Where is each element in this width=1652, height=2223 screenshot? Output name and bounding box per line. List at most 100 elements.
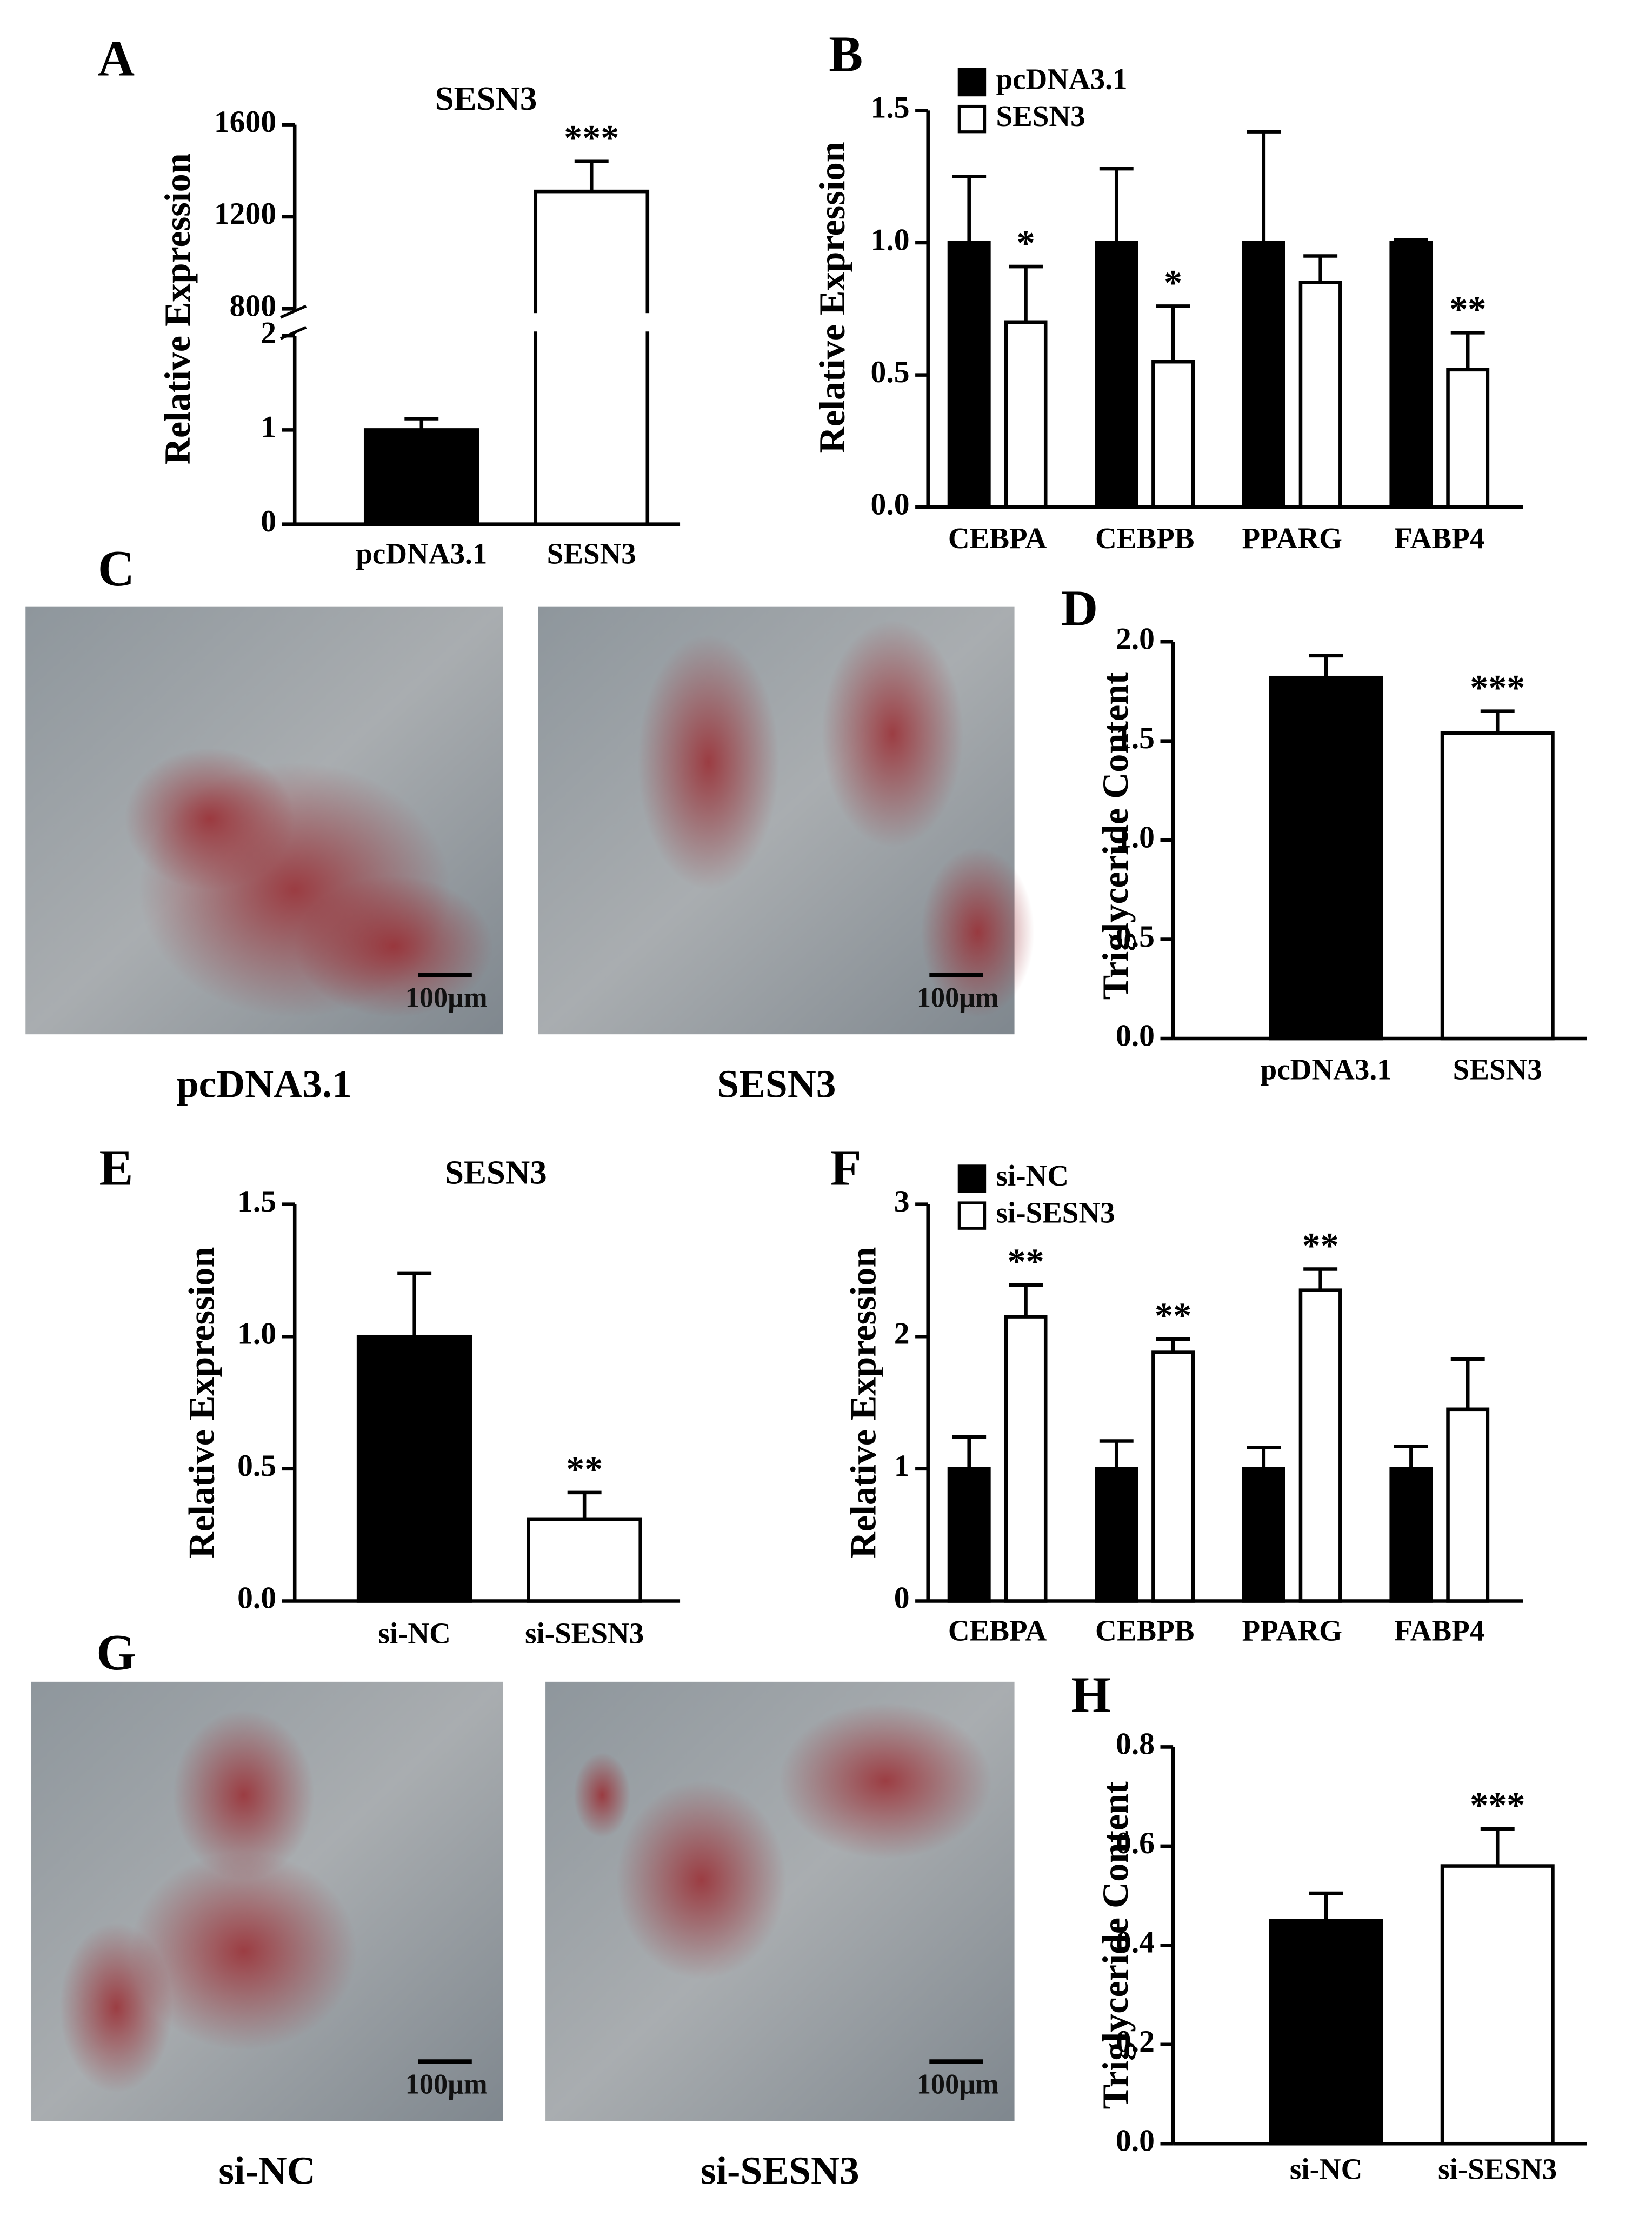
y-tick-label: 1: [261, 410, 276, 444]
panel-label: F: [830, 1140, 862, 1196]
error-bar: [1480, 709, 1515, 733]
error-bar: [1247, 130, 1281, 243]
y-axis-label: Relative Expression: [157, 153, 198, 464]
error-bar: [1303, 254, 1338, 283]
y-axis-label: Relative Expression: [811, 142, 852, 453]
stained-region: [124, 748, 295, 890]
bar: [1446, 1407, 1490, 1603]
error-bar: [1309, 654, 1343, 678]
bar: [1440, 1864, 1555, 2146]
error-bar: [1450, 1357, 1485, 1409]
y-tick-label: 1.0: [237, 1317, 276, 1351]
bar: [947, 241, 991, 509]
y-tick-label: 0: [894, 1581, 910, 1615]
bar: [356, 1334, 472, 1603]
panel-label: A: [98, 31, 135, 87]
legend-label: si-SESN3: [996, 1196, 1115, 1229]
significance: **: [1155, 1295, 1191, 1336]
y-tick-label: 0.6: [1116, 1826, 1155, 1860]
significance: ***: [564, 117, 619, 158]
y-tick-label: 1200: [214, 197, 276, 231]
significance: ***: [1470, 1785, 1525, 1826]
error-bar: [574, 159, 609, 192]
y-tick-label: 1.5: [871, 91, 910, 125]
stained-region: [779, 1703, 992, 1859]
error-bar: [1156, 304, 1190, 362]
x-tick-label: pcDNA3.1: [1261, 1053, 1392, 1086]
error-bar: [952, 1435, 987, 1469]
y-tick-label: 0.5: [1116, 920, 1155, 954]
error-bar: [397, 1271, 432, 1337]
stained-region: [637, 635, 780, 890]
error-bar: [404, 417, 439, 430]
error-bar: [1009, 264, 1043, 322]
y-tick-label: 0: [261, 504, 276, 538]
panel-label: H: [1071, 1667, 1110, 1723]
x-tick-label: si-NC: [1290, 2152, 1362, 2185]
error-bar: [1156, 1337, 1190, 1353]
x-tick-label: SESN3: [547, 537, 636, 570]
y-axis-label: Relative Expression: [181, 1247, 222, 1559]
stained-region: [822, 620, 964, 848]
panel-label: D: [1061, 580, 1098, 636]
y-tick-label: 1: [894, 1449, 910, 1483]
bar: [1242, 1467, 1285, 1603]
y-tick-label: 1.5: [1116, 721, 1155, 755]
y-tick-label: 2: [894, 1317, 910, 1351]
error-bar: [1247, 1446, 1281, 1469]
error-bar: [1009, 1283, 1043, 1317]
bar: [1004, 1315, 1048, 1603]
y-axis-label: Triglyceride Content: [1095, 1781, 1136, 2109]
significance: **: [566, 1448, 603, 1489]
y-tick-label: 0.8: [1116, 1727, 1155, 1761]
x-tick-label: SESN3: [1453, 1053, 1542, 1086]
micrograph-caption: si-SESN3: [701, 2149, 860, 2193]
micrograph-caption: si-NC: [218, 2149, 315, 2193]
y-tick-label: 1.0: [1116, 820, 1155, 854]
y-tick-label: 0.0: [1116, 1019, 1155, 1053]
stained-region: [616, 1781, 787, 1980]
legend-swatch: [957, 68, 987, 97]
x-tick-label: PPARG: [1242, 1614, 1342, 1647]
y-tick-label: 0.5: [871, 355, 910, 389]
legend-swatch: [957, 104, 987, 134]
significance: *: [1164, 262, 1182, 303]
chart-title: SESN3: [435, 79, 537, 117]
error-bar: [1303, 1267, 1338, 1290]
stained-region: [59, 1922, 173, 2093]
x-tick-label: PPARG: [1242, 522, 1342, 555]
bar: [1298, 1288, 1342, 1603]
bar: [1446, 368, 1490, 509]
x-tick-label: si-NC: [378, 1617, 450, 1650]
error-bar: [1450, 331, 1485, 370]
error-bar: [1480, 1827, 1515, 1866]
y-tick-label: 0.0: [871, 487, 910, 521]
bar: [1151, 360, 1195, 509]
x-tick-label: si-SESN3: [525, 1617, 644, 1650]
error-bar: [567, 1490, 602, 1519]
panel-label: B: [829, 26, 863, 83]
significance: **: [1449, 288, 1486, 329]
y-tick-label: 1600: [214, 105, 276, 139]
bar: [1269, 675, 1383, 1041]
x-tick-label: FABP4: [1394, 1614, 1484, 1647]
stained-region: [295, 875, 494, 1017]
legend-label: pcDNA3.1: [996, 63, 1127, 96]
y-axis-label: Relative Expression: [843, 1247, 884, 1559]
bar: [1242, 241, 1285, 509]
bar: [527, 1517, 642, 1603]
stained-region: [172, 1710, 315, 1880]
significance: **: [1007, 1241, 1044, 1282]
legend-swatch: [957, 1164, 987, 1193]
bar: [363, 428, 479, 526]
error-bar: [1099, 167, 1134, 243]
y-tick-label: 0.4: [1116, 1926, 1155, 1960]
significance: **: [1302, 1224, 1339, 1266]
scale-bar-label: 100μm: [917, 982, 999, 1013]
error-bar: [1099, 1439, 1134, 1469]
x-tick-label: CEBPA: [948, 522, 1047, 555]
y-tick-label: 2: [261, 316, 276, 350]
x-tick-label: CEBPB: [1095, 1614, 1194, 1647]
y-tick-label: 3: [894, 1184, 910, 1219]
